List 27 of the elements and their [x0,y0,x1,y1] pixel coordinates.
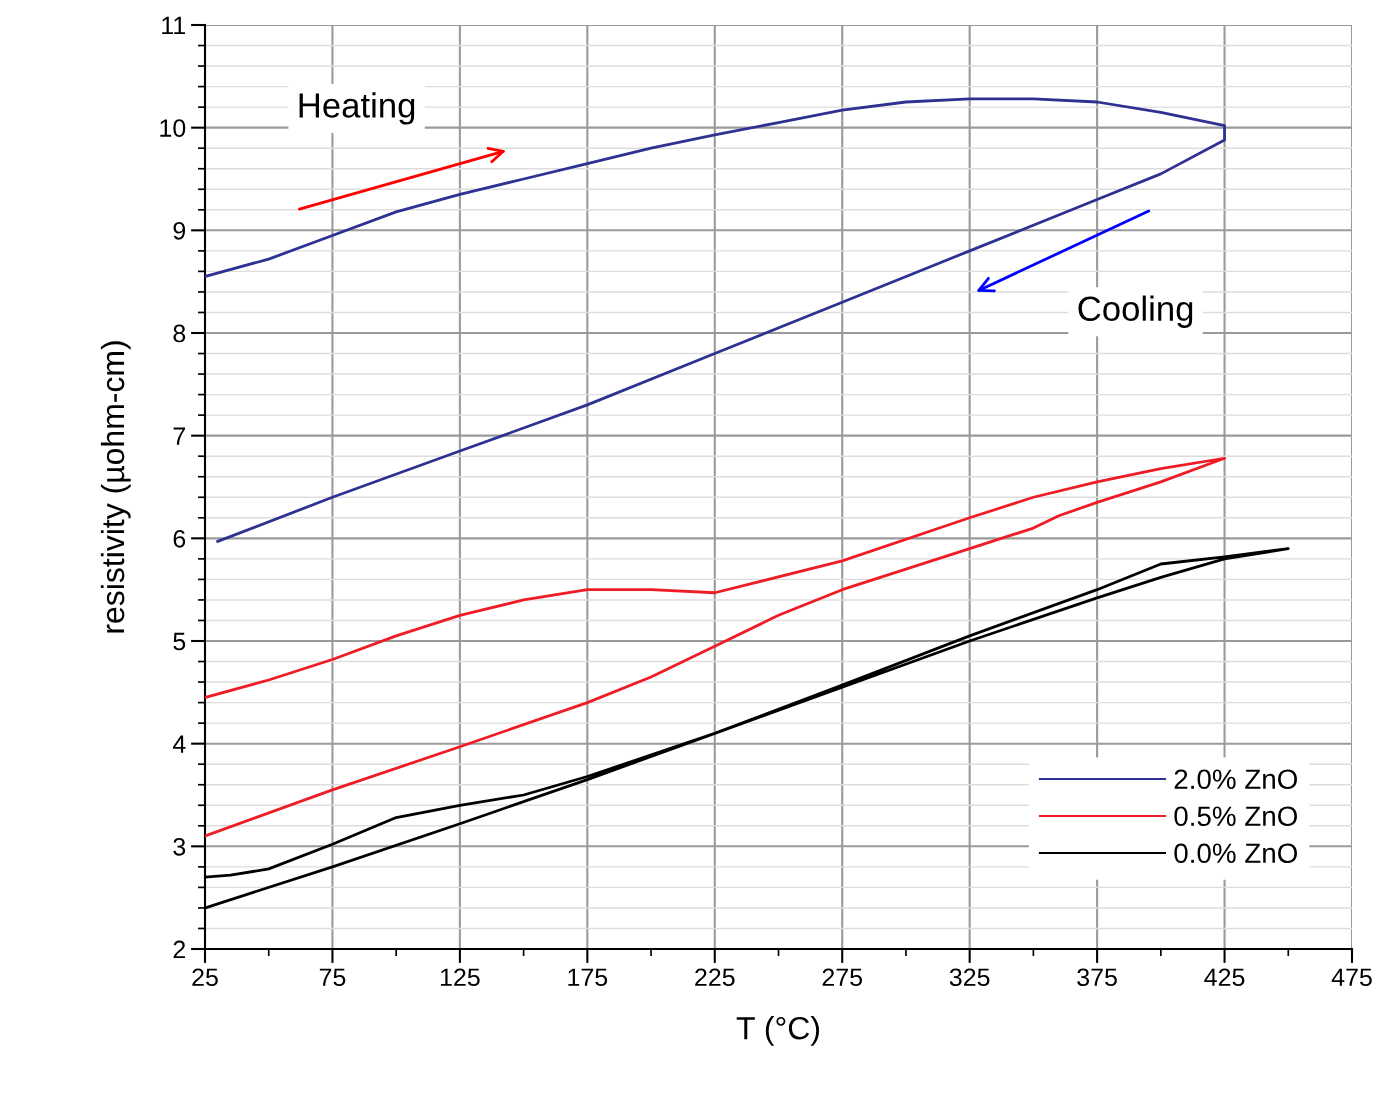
x-tick-label: 225 [695,968,735,987]
x-tick-label: 75 [319,968,346,987]
y-tick-label: 11 [162,16,186,35]
y-tick-label: 3 [173,837,186,856]
y-tick-label: 10 [160,119,186,137]
annotation: Cooling [1078,295,1193,328]
x-axis-title: T (°C) [736,1016,819,1046]
x-tick-label: 125 [440,968,480,987]
x-tick-label: 375 [1077,968,1117,987]
y-tick-label: 2 [173,940,185,959]
annotation: Heating [299,92,415,125]
x-tick-label: 275 [822,968,863,987]
y-tick-label: 7 [173,427,185,445]
x-tick-label: 175 [568,968,608,987]
y-tick-label: 5 [173,632,186,651]
x-tick-label: 475 [1331,968,1372,987]
x-tick-label: 325 [949,968,990,987]
x-tick-label: 425 [1204,968,1245,987]
legend-label: 0.5% ZnO [1174,806,1297,827]
y-tick-label: 9 [173,221,186,240]
legend-label: 2.0% ZnO [1174,769,1297,790]
y-tick-label: 6 [173,529,186,548]
y-axis-title: resistivity (µohm-cm) [100,341,131,633]
x-tick-label: 25 [192,968,218,987]
legend-label: 0.0% ZnO [1174,843,1297,864]
y-tick-label: 4 [172,735,186,753]
y-tick-label: 8 [173,324,186,343]
